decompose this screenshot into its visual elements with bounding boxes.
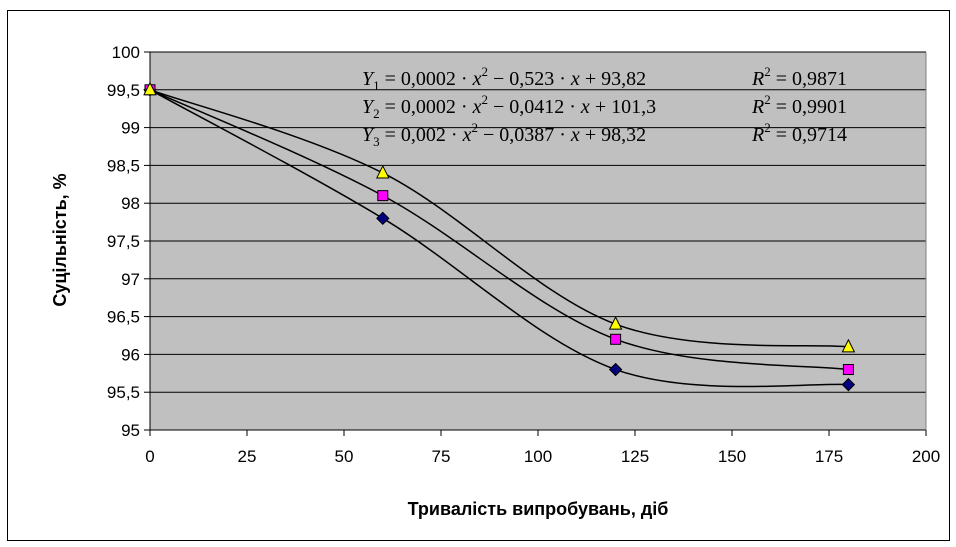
tick-labels: 95 95,5 96 96,5 97 97,5 98 98,5 99 99,5 100 0 25 50 75… [107,43,940,466]
x-tick-label: 125 [621,447,649,466]
axes [144,51,927,436]
diamond-marker [608,362,623,377]
r-squared-1: R2 = 0,9871 [751,64,847,90]
y-tick-label: 98 [121,194,140,213]
x-tick-label: 0 [145,447,154,466]
y-tick-label: 99,5 [107,81,140,100]
y-tick-label: 100 [112,43,140,62]
series-line-2 [149,89,849,371]
equation-2: Y2 = 0,0002 · x2 − 0,0412 · x + 101,3 [362,92,656,121]
equation-3: Y3 = 0,002 · x2 − 0,0387 · x + 98,32 [362,120,646,149]
y-axis-title: Суцільність, % [50,173,70,306]
triangle-marker [143,81,157,96]
series-markers [143,81,856,392]
r-squared-3: R2 = 0,9714 [751,120,847,146]
grid-lines [150,51,926,431]
y-tick-label: 95 [121,421,140,440]
y-tick-label: 99 [121,119,140,138]
trendline-equations: Y1 = 0,0002 · x2 − 0,523 · x + 93,82 R2 =… [362,64,847,149]
x-tick-label: 50 [335,447,354,466]
y-tick-label: 97,5 [107,232,140,251]
series-line-3 [149,89,849,348]
triangle-marker [375,164,390,179]
square-marker [842,364,854,376]
x-axis-title: Тривалість випробувань, діб [408,499,669,519]
diamond-marker [376,211,390,226]
y-tick-label: 97 [121,270,140,289]
y-tick-label: 96,5 [107,308,140,327]
x-tick-label: 175 [815,447,843,466]
x-tick-label: 150 [718,447,746,466]
x-tick-label: 100 [524,447,552,466]
series-line-1 [149,89,849,388]
diamond-marker [841,377,856,392]
y-tick-label: 95,5 [107,383,140,402]
triangle-marker [608,316,623,330]
r-squared-2: R2 = 0,9901 [751,92,847,118]
x-tick-label: 200 [912,447,940,466]
series-lines [149,89,849,388]
square-marker [377,190,389,202]
y-tick-label: 96 [121,345,140,364]
triangle-marker [841,338,856,353]
y-tick-label: 98,5 [107,156,140,175]
square-marker [610,333,622,345]
equation-1: Y1 = 0,0002 · x2 − 0,523 · x + 93,82 [362,64,646,93]
x-tick-label: 75 [432,447,451,466]
x-tick-label: 25 [238,447,257,466]
